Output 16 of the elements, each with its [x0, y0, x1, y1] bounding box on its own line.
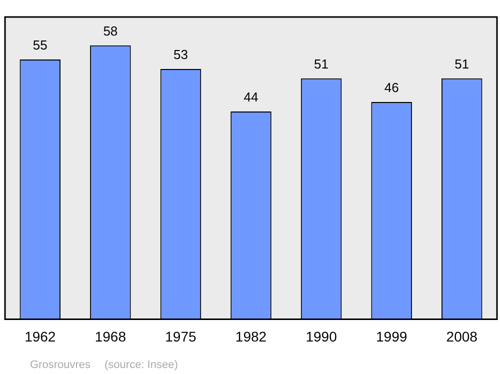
- text: (source: Insee): [104, 359, 178, 371]
- text: Grosrouvres: [30, 359, 92, 371]
- x-tick-label: 1990: [306, 328, 338, 344]
- data-label: 44: [244, 90, 258, 105]
- data-label: 46: [384, 80, 399, 96]
- data-label: 53: [173, 47, 188, 62]
- x-tick-label: 2008: [446, 328, 478, 344]
- data-label: 51: [314, 56, 329, 72]
- x-tick-label: 1975: [165, 328, 196, 344]
- x-tick-label: 1999: [376, 328, 408, 344]
- data-label: 58: [103, 23, 118, 38]
- x-tick-label: 1962: [24, 328, 56, 344]
- x-tick-label: 1982: [235, 328, 267, 344]
- data-label: 55: [32, 38, 48, 53]
- x-tick-label: 1968: [94, 328, 126, 344]
- data-label: 51: [454, 56, 470, 72]
